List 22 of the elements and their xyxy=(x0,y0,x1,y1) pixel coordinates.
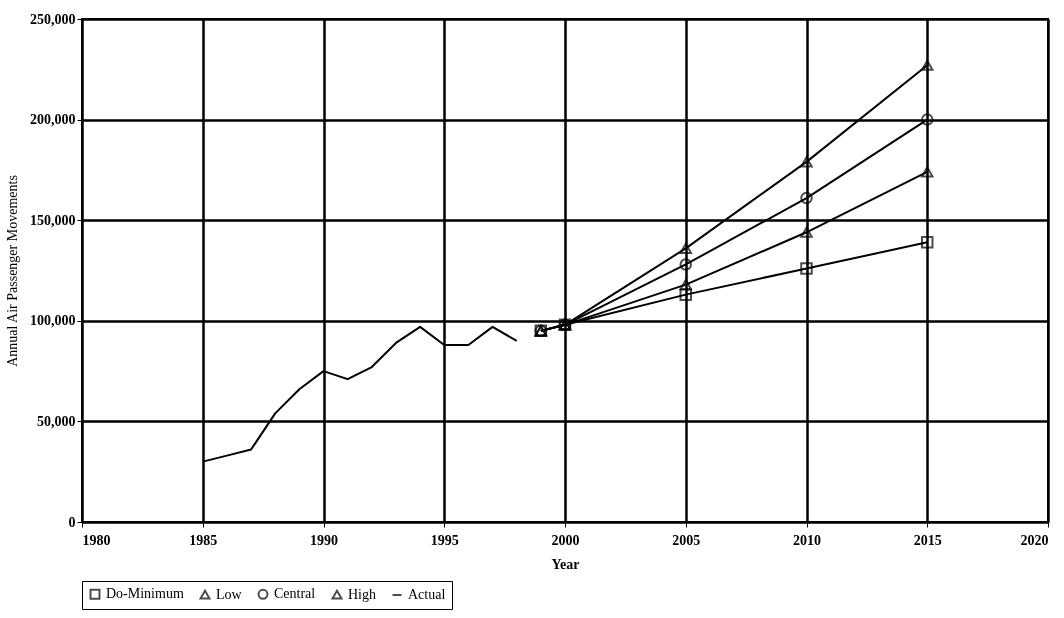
y-tick-label: 100,000 xyxy=(30,313,76,329)
y-tick-label: 150,000 xyxy=(30,212,76,228)
y-tick-label: 250,000 xyxy=(30,11,76,27)
legend-label: Central xyxy=(274,586,316,602)
x-tick-label: 2010 xyxy=(793,532,821,548)
x-tick-label: 1990 xyxy=(310,532,338,548)
x-axis-title: Year xyxy=(551,556,580,572)
x-tick-label: 2015 xyxy=(913,532,942,548)
x-tick-label: 2000 xyxy=(551,532,580,548)
x-tick-label: 2020 xyxy=(1020,532,1049,548)
x-tick-label: 1995 xyxy=(430,532,459,548)
y-axis-title: Annual Air Passenger Movements xyxy=(5,175,20,367)
x-tick-label: 2005 xyxy=(672,532,701,548)
legend-label: Low xyxy=(216,586,243,602)
legend-label: High xyxy=(348,586,376,602)
legend-label: Actual xyxy=(408,587,446,602)
y-tick-label: 200,000 xyxy=(30,112,76,128)
x-tick-label: 1985 xyxy=(189,532,218,548)
x-tick-label: 1980 xyxy=(82,532,111,548)
legend-label: Do-Minimum xyxy=(106,586,184,602)
y-tick-label: 50,000 xyxy=(37,413,76,429)
y-tick-label: 0 xyxy=(68,514,76,530)
